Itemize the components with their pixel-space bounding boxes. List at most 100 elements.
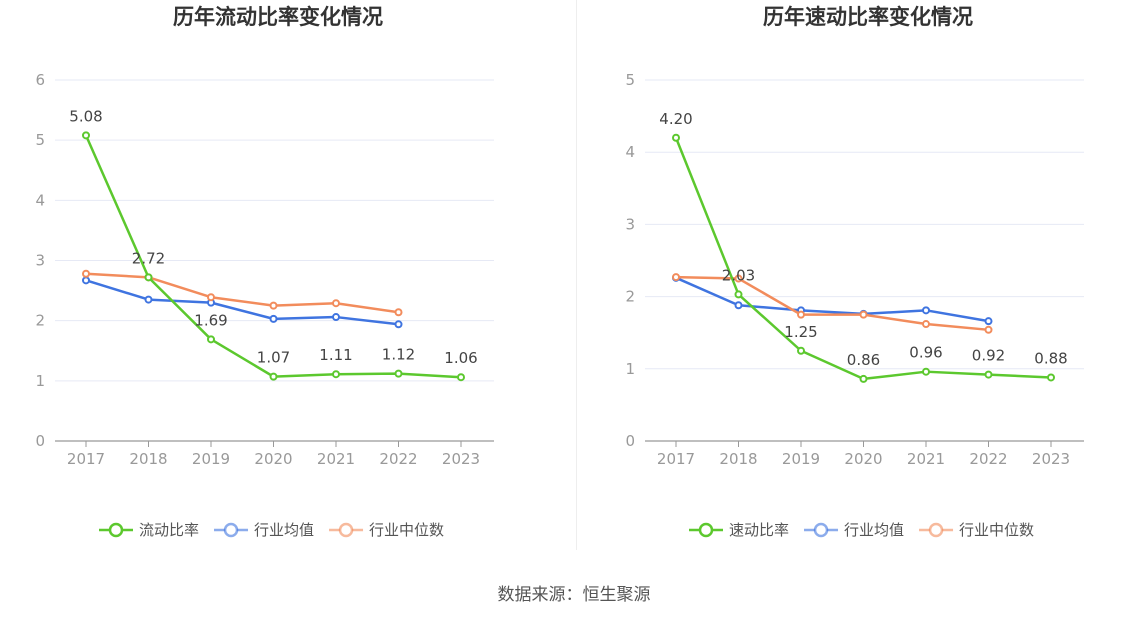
x-tick-label: 2017 bbox=[657, 450, 695, 468]
legend-label: 行业中位数 bbox=[959, 521, 1034, 539]
data-point[interactable] bbox=[922, 306, 930, 315]
y-tick-label: 1 bbox=[625, 360, 635, 378]
x-tick-label: 2019 bbox=[782, 450, 820, 468]
y-tick-label: 4 bbox=[625, 143, 635, 161]
data-point[interactable] bbox=[672, 273, 680, 282]
data-label: 1.07 bbox=[257, 349, 290, 367]
data-point[interactable] bbox=[859, 310, 868, 319]
legend-marker bbox=[108, 522, 124, 538]
data-point[interactable] bbox=[797, 310, 805, 319]
data-point[interactable] bbox=[269, 301, 278, 310]
legend-item[interactable]: 行业中位数 bbox=[329, 521, 444, 539]
data-label: 2.03 bbox=[722, 266, 755, 284]
data-point[interactable] bbox=[332, 299, 340, 308]
legend-item[interactable]: 流动比率 bbox=[99, 521, 199, 539]
x-tick-label: 2021 bbox=[317, 450, 355, 468]
series-line bbox=[675, 275, 989, 332]
data-point[interactable] bbox=[1047, 373, 1055, 382]
data-label: 0.86 bbox=[847, 351, 880, 369]
data-label: 5.08 bbox=[69, 107, 102, 125]
data-point[interactable] bbox=[82, 269, 90, 278]
data-label: 1.06 bbox=[444, 349, 477, 367]
y-tick-label: 3 bbox=[625, 215, 635, 233]
data-point[interactable] bbox=[269, 372, 278, 381]
x-tick-label: 2023 bbox=[442, 450, 480, 468]
data-point[interactable] bbox=[269, 314, 278, 323]
legend-marker bbox=[223, 522, 239, 538]
x-tick-label: 2018 bbox=[129, 450, 167, 468]
y-tick-label: 2 bbox=[35, 312, 45, 330]
data-label: 1.12 bbox=[382, 346, 415, 364]
legend-item[interactable]: 速动比率 bbox=[689, 521, 789, 539]
legend-item[interactable]: 行业均值 bbox=[214, 521, 314, 539]
quick-ratio-chart: 历年速动比率变化情况 0 1 2 3 4 5 2017 2018 2019 2020 2021 2022… bbox=[625, 5, 1084, 539]
data-point[interactable] bbox=[394, 320, 403, 329]
data-point[interactable] bbox=[82, 276, 90, 285]
data-point[interactable] bbox=[207, 293, 215, 302]
series-line bbox=[85, 272, 399, 314]
x-tick-label: 2023 bbox=[1032, 450, 1070, 468]
legend-label: 行业均值 bbox=[254, 521, 314, 539]
legend-label: 行业中位数 bbox=[369, 521, 444, 539]
data-point[interactable] bbox=[734, 274, 743, 283]
chart-title: 历年速动比率变化情况 bbox=[763, 5, 973, 29]
data-label: 4.20 bbox=[659, 110, 692, 128]
legend-marker bbox=[698, 522, 714, 538]
data-point[interactable] bbox=[207, 335, 215, 344]
x-tick-label: 2020 bbox=[254, 450, 292, 468]
data-point[interactable] bbox=[394, 369, 403, 378]
data-point[interactable] bbox=[332, 370, 340, 379]
data-point[interactable] bbox=[984, 325, 993, 334]
data-label: 1.69 bbox=[194, 311, 227, 329]
legend-label: 速动比率 bbox=[729, 521, 789, 539]
data-point[interactable] bbox=[394, 308, 403, 317]
x-tick-label: 2018 bbox=[719, 450, 757, 468]
x-tick-label: 2019 bbox=[192, 450, 230, 468]
y-tick-label: 5 bbox=[35, 131, 45, 149]
data-point[interactable] bbox=[984, 370, 993, 379]
y-tick-label: 1 bbox=[35, 372, 45, 390]
legend-marker bbox=[338, 522, 354, 538]
data-label: 2.72 bbox=[132, 249, 165, 267]
x-tick-label: 2022 bbox=[969, 450, 1007, 468]
y-tick-label: 4 bbox=[35, 191, 45, 209]
data-point[interactable] bbox=[922, 367, 930, 376]
legend-item[interactable]: 行业中位数 bbox=[919, 521, 1034, 539]
chart-title: 历年流动比率变化情况 bbox=[173, 5, 383, 29]
y-tick-label: 6 bbox=[35, 71, 45, 89]
x-tick-label: 2022 bbox=[379, 450, 417, 468]
data-point[interactable] bbox=[332, 313, 340, 322]
y-tick-label: 3 bbox=[35, 252, 45, 270]
data-point[interactable] bbox=[859, 374, 868, 383]
legend-label: 流动比率 bbox=[139, 521, 199, 539]
y-tick-label: 0 bbox=[35, 432, 45, 450]
legend-marker bbox=[813, 522, 829, 538]
data-point[interactable] bbox=[797, 346, 805, 355]
data-point[interactable] bbox=[734, 301, 743, 310]
data-point[interactable] bbox=[922, 320, 930, 329]
y-tick-label: 2 bbox=[625, 288, 635, 306]
data-point[interactable] bbox=[144, 295, 153, 304]
data-point[interactable] bbox=[457, 373, 465, 382]
data-point[interactable] bbox=[672, 133, 680, 142]
data-point[interactable] bbox=[734, 290, 743, 299]
series-line bbox=[674, 137, 1052, 381]
data-label: 1.25 bbox=[784, 323, 817, 341]
data-label: 0.96 bbox=[909, 344, 942, 362]
legend-item[interactable]: 行业均值 bbox=[804, 521, 904, 539]
series-line bbox=[85, 279, 399, 326]
legend-label: 行业均值 bbox=[844, 521, 904, 539]
data-point[interactable] bbox=[984, 317, 993, 326]
data-label: 1.11 bbox=[319, 346, 352, 364]
data-point[interactable] bbox=[82, 131, 90, 140]
data-source: 数据来源：恒生聚源 bbox=[497, 585, 651, 605]
series-line bbox=[675, 276, 989, 323]
x-tick-label: 2021 bbox=[907, 450, 945, 468]
data-label: 0.88 bbox=[1034, 349, 1067, 367]
current-ratio-chart: 历年流动比率变化情况 0 1 2 3 4 5 6 2017 2018 2019 2020 2021 202… bbox=[35, 5, 494, 539]
legend-marker bbox=[928, 522, 944, 538]
data-point[interactable] bbox=[144, 273, 153, 282]
x-tick-label: 2020 bbox=[844, 450, 882, 468]
y-tick-label: 5 bbox=[625, 71, 635, 89]
data-label: 0.92 bbox=[972, 347, 1005, 365]
